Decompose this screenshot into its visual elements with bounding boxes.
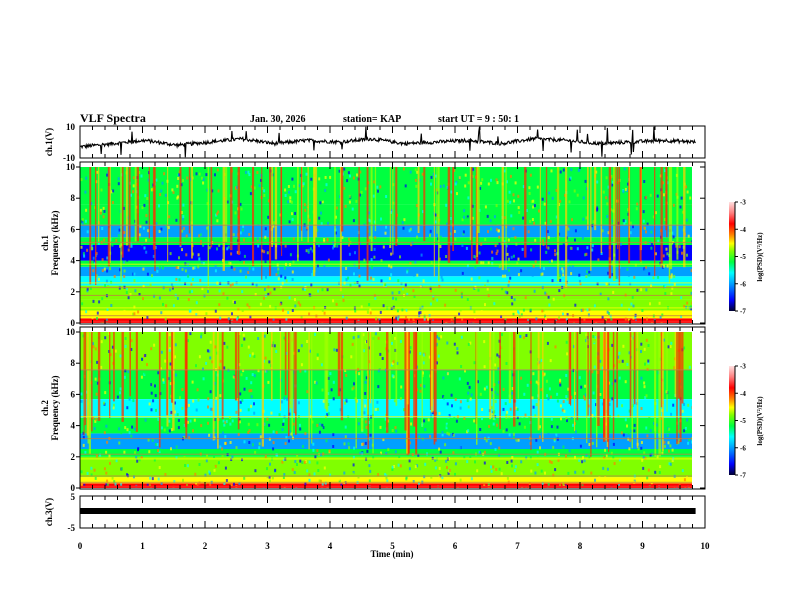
frequency-tick-label: 4 (71, 256, 76, 266)
axis-ticks (79, 126, 706, 528)
station-label: station= KAP (343, 114, 401, 125)
start-time-label: start UT = 9 : 50: 1 (438, 114, 519, 125)
ch3-waveform-ylabel: ch.3(V) (44, 498, 54, 526)
ch1-colorbar: -3 -4 -5 -6 -7 log(PSD)(V²/Hz) (729, 199, 764, 316)
spectrogram-band (80, 204, 692, 225)
x-axis-label: Time (min) (370, 549, 413, 559)
colorbar-tick-label: -5 (740, 253, 746, 261)
frequency-tick-label: 8 (71, 193, 76, 203)
x-tick-label: 4 (328, 541, 333, 551)
ch3-ytick-bottom: -5 (68, 523, 76, 533)
ch2-colorbar: -3 -4 -5 -6 -7 log(PSD)(V²/Hz) (729, 363, 764, 480)
ch1-colorbar-gradient (729, 202, 735, 311)
x-tick-label: 9 (640, 541, 645, 551)
colorbar-tick-label: -7 (740, 308, 746, 316)
frequency-tick-label: 2 (71, 287, 76, 297)
frequency-tick-label: 4 (71, 421, 76, 431)
spectrogram-band (80, 310, 692, 319)
spectrogram-band (80, 483, 692, 488)
date-label: Jan. 30, 2026 (250, 114, 306, 125)
ch2-spectrogram-image (80, 332, 692, 488)
frequency-tick-label: 6 (71, 389, 76, 399)
spectrogram-band (80, 276, 692, 286)
ch2-colorbar-gradient (729, 366, 735, 475)
ch1-waveform-line (80, 126, 696, 158)
colorbar-tick-label: -4 (740, 226, 746, 234)
spectrogram-band (80, 266, 692, 277)
x-tick-label: 8 (578, 541, 583, 551)
spectrogram-band (80, 285, 692, 300)
spectrogram-band (80, 477, 692, 484)
ch2-spectrogram-ylabel-channel: ch.2 (40, 400, 50, 416)
ch1-waveform-ylabel: ch.1(V) (44, 128, 54, 156)
x-tick-label: 0 (78, 541, 83, 551)
frequency-tick-label: 0 (71, 318, 76, 328)
spectrogram-band (80, 167, 692, 205)
frequency-tick-label: 8 (71, 358, 76, 368)
frequency-tick-label: 10 (66, 162, 76, 172)
colorbar-tick-label: -3 (740, 199, 746, 207)
ch1-ytick-bottom: -10 (63, 153, 75, 163)
x-tick-label: 5 (390, 541, 395, 551)
ch1-spectrogram-panel: ch.1 Frequency (kHz) (40, 161, 706, 325)
colorbar-tick-label: -3 (740, 363, 746, 371)
ch1-spectrogram-ylabel: Frequency (kHz) (50, 210, 60, 275)
ch3-ytick-top: 5 (71, 492, 76, 502)
colorbar-tick-label: -6 (740, 444, 746, 452)
frequency-tick-label: 0 (71, 483, 76, 493)
x-tick-label: 7 (515, 541, 520, 551)
colorbar-tick-label: -5 (740, 417, 746, 425)
spectrogram-band (80, 456, 692, 478)
x-tick-labels: 0 1 2 3 4 5 6 7 8 9 10 (78, 541, 710, 551)
frequency-tick-label: 10 (66, 327, 76, 337)
x-tick-label: 10 (701, 541, 711, 551)
x-tick-label: 2 (203, 541, 208, 551)
ch1-ytick-top: 10 (66, 122, 76, 132)
colorbar-tick-label: -6 (740, 280, 746, 288)
frequency-tick-label: 6 (71, 224, 76, 234)
spectrogram-band (80, 299, 692, 311)
spectrogram-band (80, 318, 692, 323)
colorbar-tick-label: -4 (740, 390, 746, 398)
x-tick-label: 6 (453, 541, 458, 551)
figure-title: VLF Spectra (80, 111, 146, 125)
x-tick-label: 1 (140, 541, 145, 551)
frequency-tick-label: 2 (71, 452, 76, 462)
ch3-waveform-line (80, 508, 696, 514)
ch2-colorbar-label: log(PSD)(V²/Hz) (756, 396, 764, 446)
x-tick-label: 3 (265, 541, 270, 551)
ch1-colorbar-label: log(PSD)(V²/Hz) (756, 232, 764, 282)
ch1-waveform-panel: 10 -10 ch.1(V) (44, 122, 706, 163)
ch2-spectrogram-ylabel: Frequency (kHz) (50, 375, 60, 440)
spectrogram-band (80, 245, 692, 261)
ch3-waveform-panel: 5 -5 ch.3(V) (44, 492, 706, 533)
ch1-spectrogram-ylabel-channel: ch.1 (40, 235, 50, 251)
spectrogram-band (80, 237, 692, 245)
ch2-spectrogram-panel: ch.2 Frequency (kHz) (40, 326, 706, 490)
colorbar-tick-label: -7 (740, 472, 746, 480)
ch1-spectrogram-image (80, 167, 692, 323)
